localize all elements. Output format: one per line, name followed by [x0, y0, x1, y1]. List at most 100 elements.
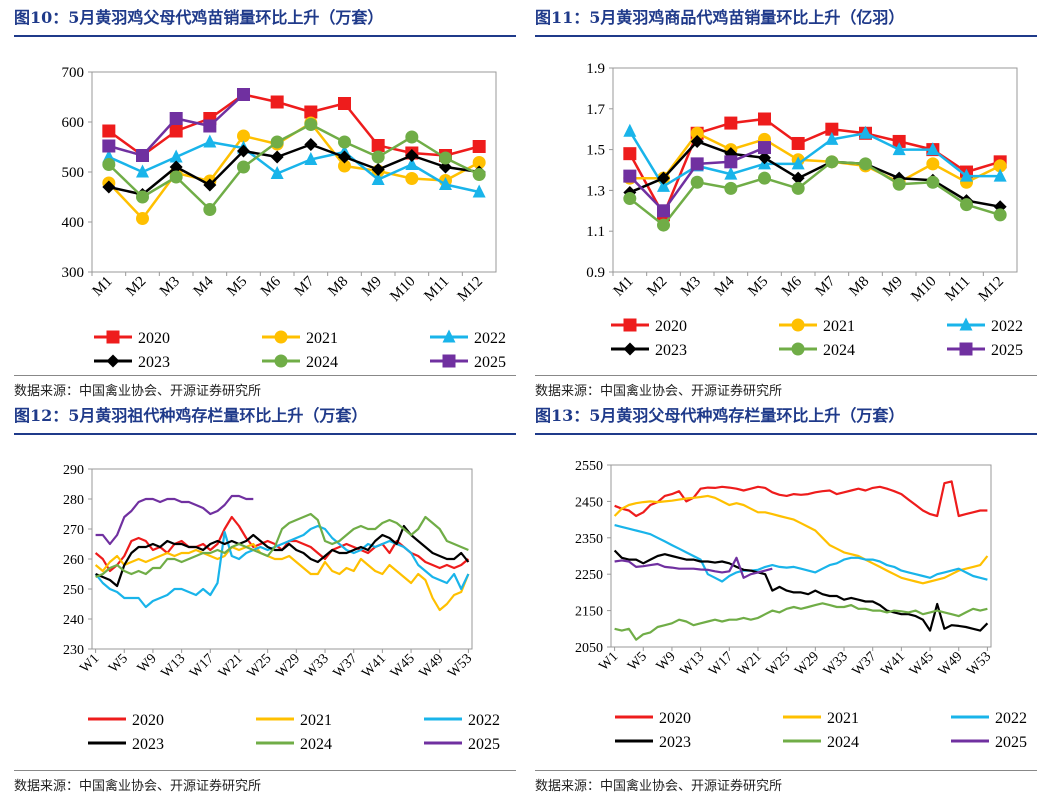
data-point-2023 — [338, 150, 351, 164]
legend-label-2020: 2020 — [138, 330, 170, 347]
data-point-2022 — [960, 168, 973, 182]
series-line-2020 — [108, 93, 480, 157]
y-tick-label: 2250 — [575, 568, 603, 583]
title-rule — [535, 433, 1037, 435]
data-point-2023 — [405, 149, 419, 162]
data-point-2025 — [136, 149, 149, 162]
title-rule — [14, 35, 516, 37]
data-point-2023 — [102, 180, 116, 194]
data-point-2023 — [690, 134, 704, 148]
data-point-2020 — [338, 97, 351, 110]
x-tick-label: M7 — [292, 273, 318, 299]
data-point-2021 — [405, 172, 419, 185]
legend-label-2023: 2023 — [655, 342, 687, 359]
legend-marker-2023 — [106, 354, 120, 368]
x-tick-label: W53 — [964, 649, 994, 679]
data-point-2024 — [657, 218, 670, 232]
series-line-2023 — [613, 549, 989, 632]
legend-label-2021: 2021 — [823, 318, 855, 335]
x-tick-label: W45 — [907, 649, 937, 679]
x-tick-label: M5 — [745, 274, 771, 300]
x-tick-label: W13 — [678, 649, 708, 679]
x-tick-label: M11 — [421, 274, 452, 305]
x-tick-label: M8 — [846, 274, 872, 300]
x-tick-label: M6 — [258, 273, 284, 299]
chart-title: 图11：5月黄羽鸡商品代鸡苗销量环比上升（亿羽） — [535, 8, 905, 27]
series-line-2024 — [95, 512, 469, 579]
data-point-2023 — [203, 178, 217, 192]
data-point-2025 — [623, 169, 637, 183]
legend-label-2021: 2021 — [306, 330, 338, 347]
y-tick-label: 2350 — [575, 532, 603, 547]
data-point-2024 — [724, 181, 738, 195]
x-tick-label: W49 — [417, 651, 447, 681]
chart-source: 数据来源：中国禽业协会、开源证券研究所 — [535, 779, 783, 794]
legend-label-2025: 2025 — [995, 734, 1027, 751]
x-tick-label: W13 — [159, 651, 189, 681]
y-tick-label: 1.7 — [586, 102, 605, 118]
x-tick-label: W21 — [216, 651, 246, 681]
y-tick-label: 230 — [63, 643, 84, 658]
y-tick-label: 240 — [63, 613, 84, 628]
data-point-2024 — [270, 135, 284, 149]
data-point-2023 — [791, 171, 805, 185]
data-point-2025 — [203, 119, 217, 133]
data-point-2022 — [724, 166, 738, 180]
series-line-2024 — [107, 123, 480, 211]
x-tick-label: W45 — [388, 651, 418, 681]
x-tick-label: W25 — [245, 651, 275, 681]
series-line-2022 — [614, 524, 988, 583]
x-tick-label: W33 — [302, 651, 332, 681]
legend-label-2020: 2020 — [655, 318, 687, 335]
y-tick-label: 700 — [62, 65, 85, 81]
data-point-2024 — [690, 175, 704, 189]
legend-label-2022: 2022 — [995, 710, 1027, 727]
data-point-2020 — [623, 147, 637, 161]
data-point-2025 — [758, 141, 771, 155]
y-tick-label: 500 — [62, 165, 85, 181]
data-point-2022 — [136, 164, 149, 178]
y-tick-label: 2550 — [575, 459, 603, 474]
x-tick-label: M10 — [387, 274, 418, 305]
data-point-2024 — [623, 192, 637, 206]
x-tick-label: W49 — [936, 649, 966, 679]
x-tick-label: W25 — [764, 649, 794, 679]
legend-label-2020: 2020 — [132, 712, 164, 729]
legend-label-2025: 2025 — [474, 354, 506, 371]
legend-label-2024: 2024 — [823, 342, 855, 359]
x-tick-label: M5 — [224, 274, 250, 300]
x-tick-label: M2 — [644, 274, 670, 300]
data-point-2022 — [270, 166, 284, 179]
data-point-2020 — [304, 105, 318, 119]
chart-panel-fig10: 图10：5月黄羽鸡父母代鸡苗销量环比上升（万套） 300 400 500 600 700… — [14, 6, 516, 402]
data-point-2025 — [102, 139, 116, 153]
legend-marker-2021 — [791, 318, 805, 332]
data-point-2020 — [758, 112, 771, 126]
data-point-2024 — [758, 171, 771, 185]
data-point-2022 — [657, 178, 670, 192]
y-tick-label: 600 — [62, 115, 85, 131]
x-tick-label: M8 — [325, 274, 351, 300]
data-point-2024 — [203, 203, 217, 216]
data-point-2025 — [169, 112, 183, 125]
data-point-2021 — [237, 129, 250, 143]
data-point-2023 — [237, 144, 250, 158]
legend-label-2025: 2025 — [991, 342, 1023, 359]
data-point-2020 — [472, 140, 486, 153]
legend-label-2024: 2024 — [306, 354, 338, 371]
legend-marker-2022 — [959, 317, 973, 331]
x-tick-label: M4 — [191, 273, 217, 299]
legend-marker-2024 — [791, 342, 805, 356]
data-point-2022 — [859, 125, 872, 139]
y-tick-label: 290 — [63, 463, 84, 478]
chart-source: 数据来源：中国禽业协会、开源证券研究所 — [14, 384, 262, 399]
legend-label-2024: 2024 — [827, 734, 859, 751]
chart-source: 数据来源：中国禽业协会、开源证券研究所 — [535, 384, 783, 399]
data-point-2020 — [371, 139, 385, 152]
y-tick-label: 1.9 — [586, 61, 605, 77]
legend-marker-2024 — [274, 354, 288, 368]
legend-marker-2021 — [274, 330, 288, 344]
data-point-2022 — [892, 142, 906, 156]
data-point-2023 — [371, 163, 385, 176]
x-tick-label: M12 — [455, 274, 486, 305]
